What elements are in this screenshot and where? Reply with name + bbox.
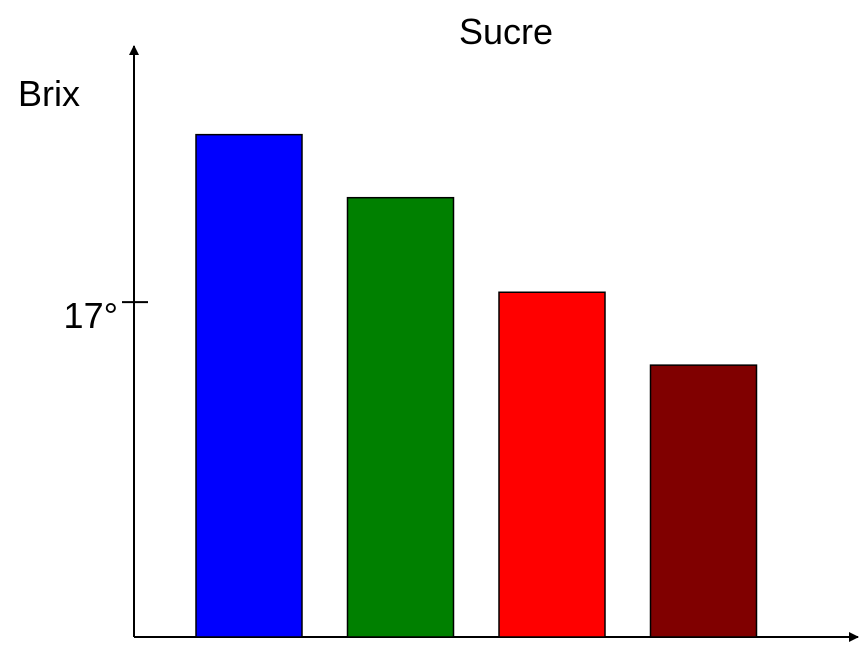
y-ticks-group: 17° — [64, 295, 148, 336]
bar-2 — [346, 196, 455, 638]
y-axis-label: Brix — [18, 73, 80, 114]
bar-3 — [498, 291, 606, 638]
bar-4 — [649, 364, 758, 638]
bars-group — [195, 133, 758, 638]
chart-title: Sucre — [459, 11, 553, 52]
y-tick-label: 17° — [64, 295, 118, 336]
bar-1 — [195, 133, 303, 638]
